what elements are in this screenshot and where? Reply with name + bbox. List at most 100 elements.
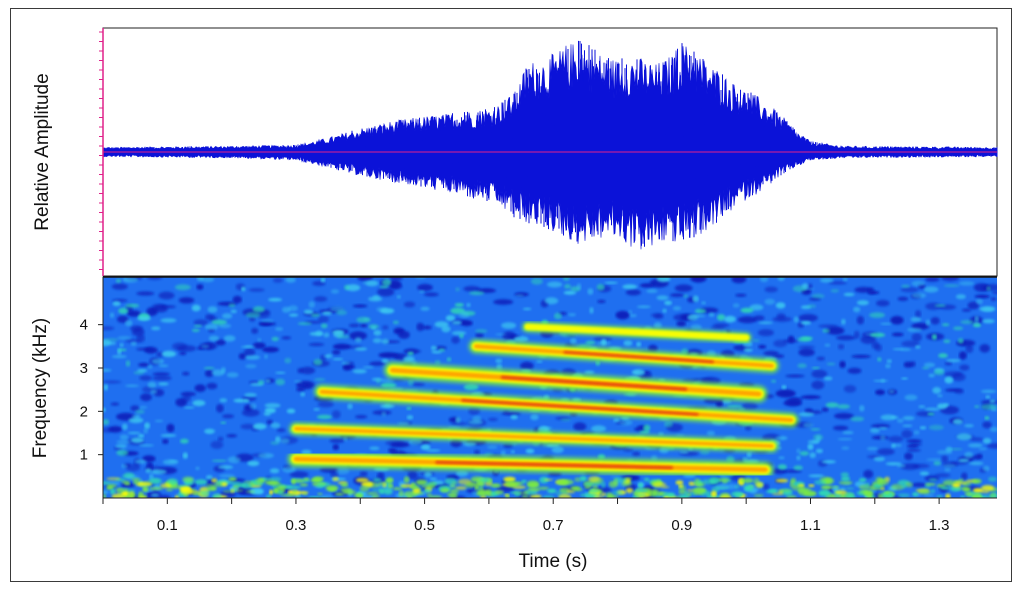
spectrogram-noise-speckle <box>985 395 991 399</box>
spectrogram-noise-speckle <box>623 340 633 346</box>
spectrogram-noise-speckle <box>218 465 234 470</box>
spectrogram-noise-blob <box>136 291 155 296</box>
spectrogram-noise-speckle <box>201 344 210 349</box>
spectrogram-noise-speckle <box>314 378 326 381</box>
spectrogram-noise-speckle <box>257 338 262 342</box>
spectrogram-noise-speckle <box>880 435 886 441</box>
spectrogram-noise-speckle <box>793 316 799 323</box>
spectrogram-noise-floor <box>897 493 911 498</box>
spectrogram-noise-speckle <box>911 292 927 299</box>
spectrogram-noise-floor <box>303 477 310 481</box>
spectrogram-noise-floor <box>182 476 194 483</box>
spectrogram-noise-speckle <box>293 380 303 383</box>
spectrogram-noise-speckle <box>515 294 525 297</box>
spectrogram-noise-floor <box>210 486 217 490</box>
spectrogram-noise-blob <box>177 345 197 352</box>
spectrogram-noise-speckle <box>121 464 128 469</box>
spectrogram-noise-floor <box>138 481 153 487</box>
spectrogram-noise-blob <box>162 439 169 444</box>
spectrogram-noise-floor <box>859 490 868 494</box>
spectrogram-noise-speckle <box>563 277 570 281</box>
spectrogram-noise-blob <box>125 463 141 472</box>
spectrogram-noise-speckle <box>530 414 539 421</box>
spectrogram-noise-blob <box>632 451 641 457</box>
spectrogram-noise-speckle <box>664 300 672 306</box>
spectrogram-noise-blob <box>196 284 204 290</box>
spectrogram-noise-speckle <box>584 370 595 374</box>
spectrogram-noise-floor <box>818 489 831 497</box>
spectrogram-noise-floor <box>939 486 951 490</box>
spectrogram-noise-floor <box>652 482 667 488</box>
spectrogram-noise-speckle <box>797 363 807 369</box>
spectrogram-noise-speckle <box>205 475 213 480</box>
spectrogram-noise-speckle <box>472 415 482 422</box>
spectrogram-noise-floor <box>266 494 272 498</box>
spectrogram-noise-speckle <box>264 403 281 408</box>
spectrogram-noise-speckle <box>770 379 777 383</box>
spectrogram-noise-blob <box>385 440 405 446</box>
spectrogram-noise-floor <box>601 492 606 497</box>
spectrogram-noise-floor <box>103 481 110 485</box>
spectrogram-noise-blob <box>925 302 942 311</box>
spectrogram-noise-floor <box>814 479 827 485</box>
harmonic-2-band <box>294 426 774 448</box>
spectrogram-noise-floor <box>962 487 971 492</box>
spectrogram-noise-blob <box>342 364 352 371</box>
spectrogram-noise-floor <box>103 494 107 498</box>
spectrogram-noise-floor <box>124 482 131 486</box>
spectrogram-noise-floor <box>505 480 519 488</box>
x-tick-label: 0.9 <box>671 517 692 534</box>
spectrogram-noise-blob <box>194 384 206 392</box>
spectrogram-noise-speckle <box>275 436 281 443</box>
spectrogram-noise-floor <box>875 476 883 483</box>
spectrogram-noise-blob <box>637 375 648 379</box>
spectrogram-noise-speckle <box>149 478 161 484</box>
spectrogram-noise-blob <box>573 422 587 431</box>
spectrogram-noise-speckle <box>974 405 980 408</box>
spectrogram-noise-blob <box>654 313 664 319</box>
spectrogram-noise-blob <box>753 315 765 321</box>
spectrogram-noise-blob <box>369 361 386 366</box>
spectrogram-noise-speckle <box>897 464 906 468</box>
spectrogram-noise-floor <box>972 488 984 493</box>
spectrogram-noise-floor <box>165 488 173 492</box>
spectrogram-noise-blob <box>181 371 190 376</box>
spectrogram-noise-blob <box>398 330 410 339</box>
spectrogram-noise-floor <box>710 490 717 498</box>
spectrogram-noise-speckle <box>446 357 452 362</box>
spectrogram-noise-blob <box>308 342 325 347</box>
spectrogram-noise-speckle <box>919 426 927 430</box>
spectrogram-noise-speckle <box>815 448 824 454</box>
spectrogram-noise-floor <box>398 490 404 497</box>
spectrogram-noise-blob <box>103 380 122 384</box>
spectrogram-noise-speckle <box>144 422 151 430</box>
spectrogram-noise-speckle <box>933 369 945 375</box>
spectrogram-noise-floor <box>662 491 670 496</box>
spectrogram-noise-speckle <box>109 312 115 318</box>
spectrogram-noise-speckle <box>960 320 975 325</box>
spectrogram-noise-floor <box>958 478 964 481</box>
spectrogram-noise-speckle <box>495 333 507 336</box>
spectrogram-noise-floor <box>160 483 172 489</box>
spectrogram-noise-floor <box>353 493 363 497</box>
waveform-y-ticks <box>99 31 103 270</box>
spectrogram-noise-blob <box>303 383 311 388</box>
spectrogram-noise-blob <box>904 452 913 461</box>
spectrogram-noise-speckle <box>938 353 948 358</box>
spectrogram-noise-blob <box>597 299 606 304</box>
spectrogram-noise-speckle <box>980 389 997 393</box>
spectrogram-noise-speckle <box>161 350 177 357</box>
spectrogram-noise-floor <box>715 487 730 490</box>
spectrogram-noise-speckle <box>381 411 387 417</box>
spectrogram-noise-speckle <box>407 351 414 356</box>
spectrogram-noise-speckle <box>372 338 382 344</box>
spectrogram-noise-speckle <box>380 404 395 408</box>
spectrogram-noise-speckle <box>930 489 936 493</box>
spectrogram-noise-blob <box>215 339 226 346</box>
spectrogram-noise-speckle <box>510 450 515 453</box>
spectrogram-noise-floor <box>834 490 847 495</box>
spectrogram-noise-speckle <box>174 284 191 291</box>
spectrogram-noise-speckle <box>662 308 667 313</box>
spectrogram-noise-speckle <box>207 306 218 313</box>
spectrogram-noise-speckle <box>525 448 535 454</box>
